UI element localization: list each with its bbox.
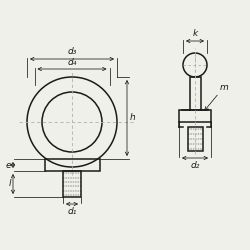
Text: h: h <box>130 114 136 122</box>
Text: e: e <box>6 160 11 170</box>
Text: d₄: d₄ <box>67 58 77 67</box>
Bar <box>190 77 200 110</box>
Bar <box>63 171 81 197</box>
Bar <box>44 159 100 171</box>
Bar <box>179 110 211 122</box>
Text: d₂: d₂ <box>190 161 200 170</box>
Text: l: l <box>8 180 11 188</box>
Text: d₁: d₁ <box>67 207 77 216</box>
Text: d₃: d₃ <box>67 47 77 56</box>
Text: m: m <box>220 83 229 92</box>
Text: k: k <box>192 29 198 38</box>
Bar <box>188 127 202 151</box>
